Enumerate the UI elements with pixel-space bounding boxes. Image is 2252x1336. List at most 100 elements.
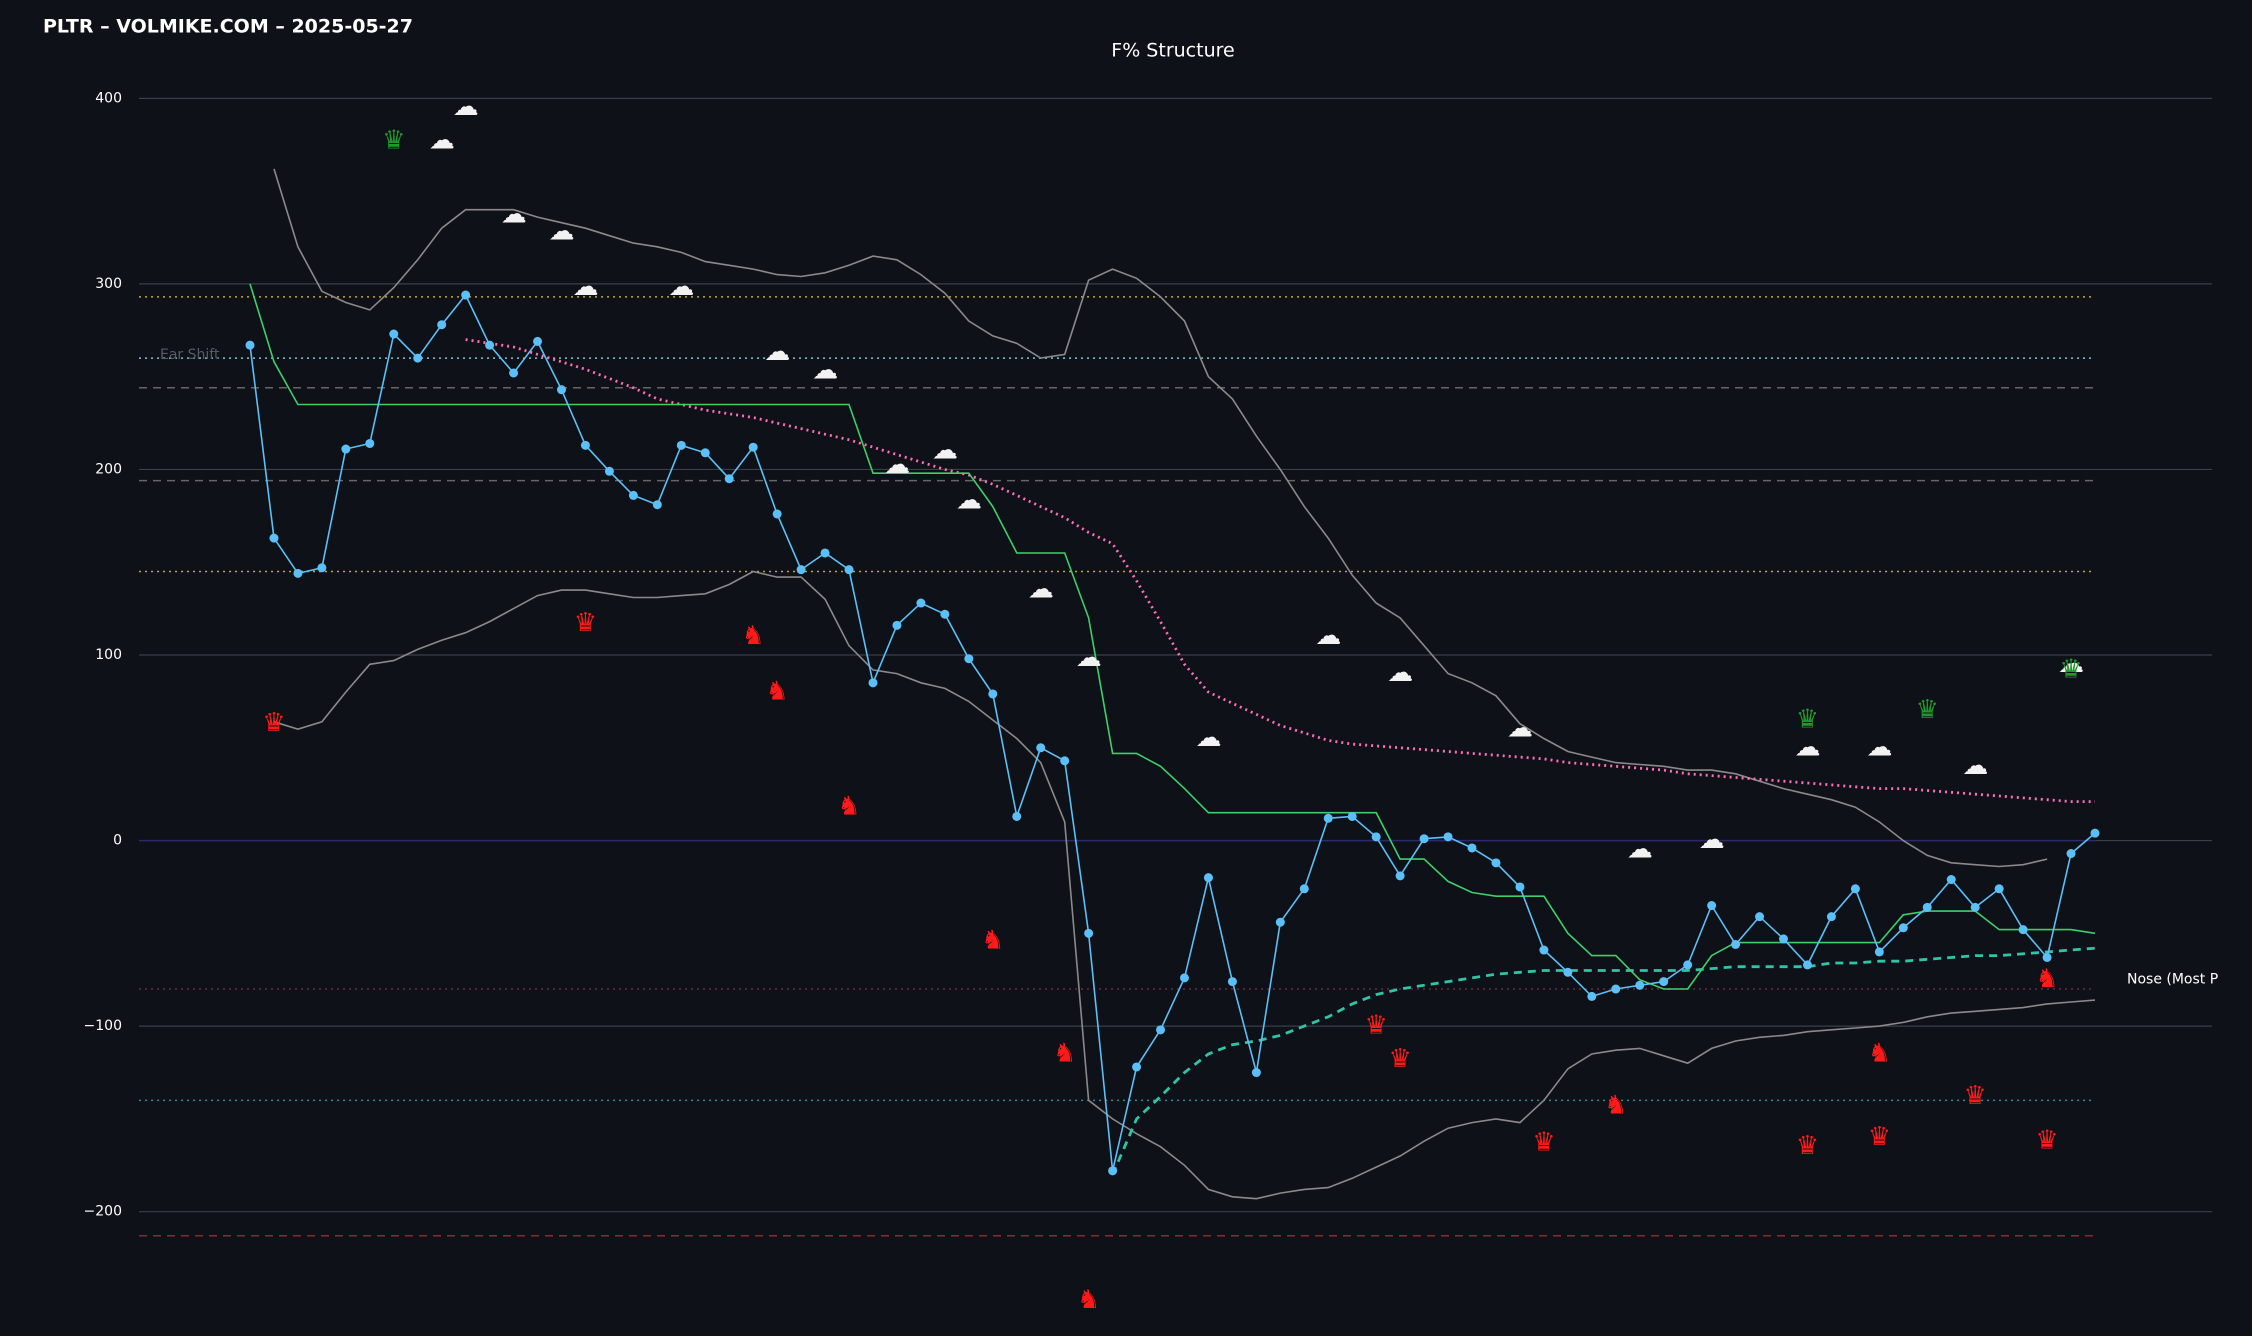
data-point bbox=[365, 438, 375, 448]
data-point bbox=[1395, 871, 1405, 881]
y-tick-label: −100 bbox=[84, 1018, 122, 1034]
data-point bbox=[1802, 960, 1812, 970]
data-point bbox=[724, 474, 734, 484]
data-point bbox=[1946, 875, 1956, 885]
marker: ☁ bbox=[1794, 732, 1820, 762]
data-point bbox=[1707, 901, 1717, 911]
marker: ♞ bbox=[837, 792, 860, 822]
marker: ♛ bbox=[382, 126, 405, 156]
marker: ♛ bbox=[1868, 1122, 1891, 1152]
annotation: Nose (Most P bbox=[2127, 972, 2218, 988]
data-point bbox=[1850, 884, 1860, 894]
data-point bbox=[940, 609, 950, 619]
marker: ☁ bbox=[1699, 825, 1725, 855]
marker: ☁ bbox=[501, 200, 527, 230]
marker: ☁ bbox=[764, 337, 790, 367]
marker: ♛ bbox=[1964, 1081, 1987, 1111]
chart-title: F% Structure bbox=[1111, 40, 1234, 62]
data-point bbox=[1036, 743, 1046, 753]
data-point bbox=[604, 466, 614, 476]
data-point bbox=[413, 353, 423, 363]
data-point bbox=[1227, 977, 1237, 987]
y-tick-label: 400 bbox=[95, 90, 122, 106]
data-point bbox=[556, 385, 566, 395]
marker: ♞ bbox=[2035, 964, 2058, 994]
data-point bbox=[341, 444, 351, 454]
data-point bbox=[2066, 849, 2076, 859]
marker: ♛ bbox=[1532, 1128, 1555, 1158]
marker: ♛ bbox=[2035, 1126, 2058, 1156]
data-point bbox=[1491, 858, 1501, 868]
data-point bbox=[1060, 756, 1070, 766]
data-point bbox=[700, 448, 710, 458]
data-point bbox=[1659, 977, 1669, 987]
data-point bbox=[1683, 960, 1693, 970]
marker: ♞ bbox=[981, 925, 1004, 955]
data-point bbox=[533, 336, 543, 346]
marker: ☁ bbox=[429, 126, 455, 156]
series-line bbox=[249, 293, 2096, 1172]
marker: ♞ bbox=[1868, 1038, 1891, 1068]
data-point bbox=[580, 440, 590, 450]
marker: ☁ bbox=[572, 272, 598, 302]
marker: ☁ bbox=[932, 435, 958, 465]
data-point bbox=[1179, 973, 1189, 983]
header: PLTR – VOLMIKE.COM – 2025-05-27 bbox=[43, 16, 413, 38]
marker: ♛ bbox=[262, 708, 285, 738]
marker: ♛ bbox=[574, 608, 597, 638]
data-point bbox=[1012, 811, 1022, 821]
y-tick-label: 200 bbox=[95, 461, 122, 477]
data-point bbox=[1563, 967, 1573, 977]
series-line bbox=[1111, 946, 2096, 1176]
y-tick-label: 100 bbox=[95, 647, 122, 663]
data-point bbox=[844, 565, 854, 575]
data-point bbox=[1323, 813, 1333, 823]
data-point bbox=[676, 440, 686, 450]
data-point bbox=[964, 654, 974, 664]
data-point bbox=[509, 368, 519, 378]
marker: ☁ bbox=[812, 356, 838, 386]
data-point bbox=[1587, 991, 1597, 1001]
data-point bbox=[1371, 832, 1381, 842]
data-point bbox=[1275, 917, 1285, 927]
data-point bbox=[1251, 1068, 1261, 1078]
marker: ☁ bbox=[453, 92, 479, 122]
data-point bbox=[389, 329, 399, 339]
data-point bbox=[1874, 947, 1884, 957]
marker: ☁ bbox=[1387, 658, 1413, 688]
data-point bbox=[748, 442, 758, 452]
data-point bbox=[1826, 912, 1836, 922]
marker: ♛ bbox=[1388, 1044, 1411, 1074]
marker: ☁ bbox=[2058, 649, 2084, 679]
data-point bbox=[868, 678, 878, 688]
annotation: Ear Shift bbox=[160, 347, 220, 363]
series-line bbox=[273, 168, 2048, 868]
marker: ☁ bbox=[1076, 643, 1102, 673]
data-point bbox=[1467, 843, 1477, 853]
marker: ♞ bbox=[1077, 1285, 1100, 1315]
marker: ☁ bbox=[1507, 714, 1533, 744]
data-point bbox=[1898, 923, 1908, 933]
data-point bbox=[1347, 811, 1357, 821]
data-point bbox=[2090, 828, 2100, 838]
marker: ☁ bbox=[1195, 723, 1221, 753]
marker: ♞ bbox=[1604, 1090, 1627, 1120]
y-tick-label: 300 bbox=[95, 276, 122, 292]
data-point bbox=[1419, 834, 1429, 844]
data-point bbox=[796, 565, 806, 575]
data-point bbox=[820, 548, 830, 558]
data-point bbox=[1084, 928, 1094, 938]
marker: ☁ bbox=[668, 272, 694, 302]
y-tick-label: −200 bbox=[84, 1204, 122, 1220]
marker: ♛ bbox=[1796, 704, 1819, 734]
data-point bbox=[652, 500, 662, 510]
data-point bbox=[293, 568, 303, 578]
data-point bbox=[1515, 882, 1525, 892]
marker: ♛ bbox=[2059, 654, 2082, 684]
data-point bbox=[1611, 984, 1621, 994]
data-point bbox=[772, 509, 782, 519]
data-point bbox=[1132, 1062, 1142, 1072]
series-line bbox=[249, 283, 2096, 990]
marker: ♛ bbox=[1365, 1011, 1388, 1041]
